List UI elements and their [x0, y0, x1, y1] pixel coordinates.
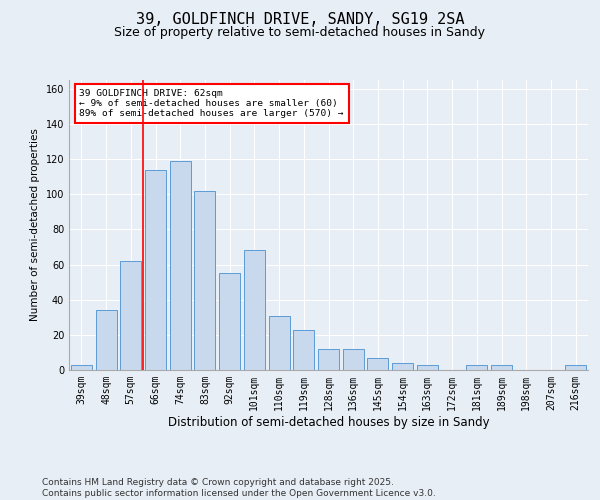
Bar: [466, 364, 487, 370]
Text: Contains HM Land Registry data © Crown copyright and database right 2025.
Contai: Contains HM Land Registry data © Crown c…: [42, 478, 436, 498]
Bar: [343, 349, 364, 370]
Bar: [244, 250, 265, 370]
Bar: [269, 316, 290, 370]
Bar: [491, 364, 512, 370]
Y-axis label: Number of semi-detached properties: Number of semi-detached properties: [30, 128, 40, 322]
Bar: [95, 310, 116, 370]
Bar: [194, 190, 215, 370]
Text: 39 GOLDFINCH DRIVE: 62sqm
← 9% of semi-detached houses are smaller (60)
89% of s: 39 GOLDFINCH DRIVE: 62sqm ← 9% of semi-d…: [79, 88, 344, 118]
Bar: [565, 364, 586, 370]
Bar: [219, 274, 240, 370]
Bar: [120, 261, 141, 370]
Bar: [145, 170, 166, 370]
Text: 39, GOLDFINCH DRIVE, SANDY, SG19 2SA: 39, GOLDFINCH DRIVE, SANDY, SG19 2SA: [136, 12, 464, 28]
Bar: [71, 364, 92, 370]
Bar: [367, 358, 388, 370]
X-axis label: Distribution of semi-detached houses by size in Sandy: Distribution of semi-detached houses by …: [167, 416, 490, 428]
Bar: [417, 364, 438, 370]
Text: Size of property relative to semi-detached houses in Sandy: Size of property relative to semi-detach…: [115, 26, 485, 39]
Bar: [318, 349, 339, 370]
Bar: [392, 363, 413, 370]
Bar: [293, 330, 314, 370]
Bar: [170, 161, 191, 370]
